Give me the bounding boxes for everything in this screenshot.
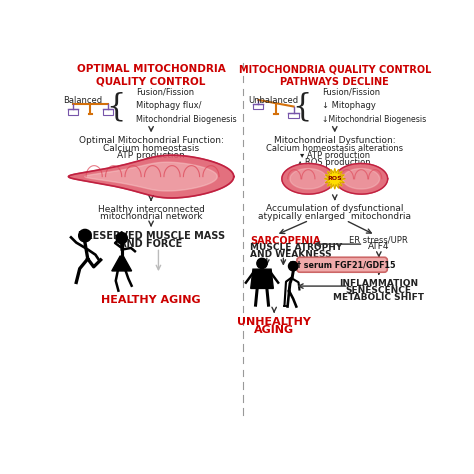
Polygon shape <box>112 256 132 271</box>
Circle shape <box>116 233 128 244</box>
Text: AGING: AGING <box>254 325 294 335</box>
Text: MUSCLE ATROPHY: MUSCLE ATROPHY <box>250 243 342 252</box>
Text: ↓Mitochondrial Biogenesis: ↓Mitochondrial Biogenesis <box>322 115 426 124</box>
Text: {: { <box>107 92 126 123</box>
Text: Mitophagy flux/: Mitophagy flux/ <box>137 101 202 110</box>
Text: HEALTHY AGING: HEALTHY AGING <box>101 295 201 305</box>
Text: Calcium homeostasis: Calcium homeostasis <box>103 144 199 153</box>
Text: ER stress/UPR: ER stress/UPR <box>349 236 408 245</box>
Polygon shape <box>325 169 345 189</box>
Text: ↓ Mitophagy: ↓ Mitophagy <box>322 101 376 110</box>
Text: ††† serum FGF21/GDF15: ††† serum FGF21/GDF15 <box>289 260 395 269</box>
Text: OPTIMAL MITOCHONDRIA
QUALITY CONTROL: OPTIMAL MITOCHONDRIA QUALITY CONTROL <box>77 64 226 87</box>
Text: Mitochondrial Biogenesis: Mitochondrial Biogenesis <box>137 115 237 124</box>
Text: Mitochondrial Dysfunction:: Mitochondrial Dysfunction: <box>274 137 396 146</box>
Text: ROS: ROS <box>328 176 342 181</box>
Text: METABOLIC SHIFT: METABOLIC SHIFT <box>333 293 424 302</box>
Text: AND FORCE: AND FORCE <box>119 238 182 249</box>
Text: ▴ ROS production: ▴ ROS production <box>299 158 371 167</box>
Text: AND WEAKNESS: AND WEAKNESS <box>250 250 331 259</box>
Polygon shape <box>68 155 234 198</box>
Text: Unbalanced: Unbalanced <box>248 96 299 105</box>
Circle shape <box>289 262 298 271</box>
Circle shape <box>257 258 267 269</box>
Text: Accumulation of dysfunctional: Accumulation of dysfunctional <box>266 204 403 213</box>
Text: Fusion/Fission: Fusion/Fission <box>322 87 380 96</box>
Text: Calcium homeostasis alterations: Calcium homeostasis alterations <box>266 144 403 153</box>
Text: UNHEALTHY: UNHEALTHY <box>237 318 311 328</box>
Text: Balanced: Balanced <box>63 96 102 105</box>
Text: ▾ ATP production: ▾ ATP production <box>300 151 370 160</box>
Polygon shape <box>290 169 327 189</box>
Text: ATP production: ATP production <box>117 151 185 160</box>
Text: atypically enlarged  mitochondria: atypically enlarged mitochondria <box>258 211 411 220</box>
Text: mitochondrial network: mitochondrial network <box>100 212 202 221</box>
Text: SENESCENCE: SENESCENCE <box>346 286 412 295</box>
Polygon shape <box>282 164 335 194</box>
Polygon shape <box>85 162 217 191</box>
Text: ATF4: ATF4 <box>368 242 390 251</box>
Text: PRESERVED MUSCLE MASS: PRESERVED MUSCLE MASS <box>78 231 225 241</box>
Text: Healthy interconnected: Healthy interconnected <box>98 205 204 214</box>
Circle shape <box>79 229 91 242</box>
Polygon shape <box>343 169 380 189</box>
Text: SARCOPENIA: SARCOPENIA <box>250 236 320 246</box>
Polygon shape <box>335 164 388 194</box>
Text: Fusion/Fission: Fusion/Fission <box>137 87 194 96</box>
Text: MITOCHONDRIA QUALITY CONTROL
PATHWAYS DECLINE: MITOCHONDRIA QUALITY CONTROL PATHWAYS DE… <box>238 64 431 87</box>
Text: Optimal Mitochondrial Function:: Optimal Mitochondrial Function: <box>79 137 224 146</box>
FancyBboxPatch shape <box>297 257 387 272</box>
Text: INFLAMMATION: INFLAMMATION <box>339 279 419 288</box>
Text: {: { <box>292 92 311 123</box>
Polygon shape <box>251 269 273 289</box>
